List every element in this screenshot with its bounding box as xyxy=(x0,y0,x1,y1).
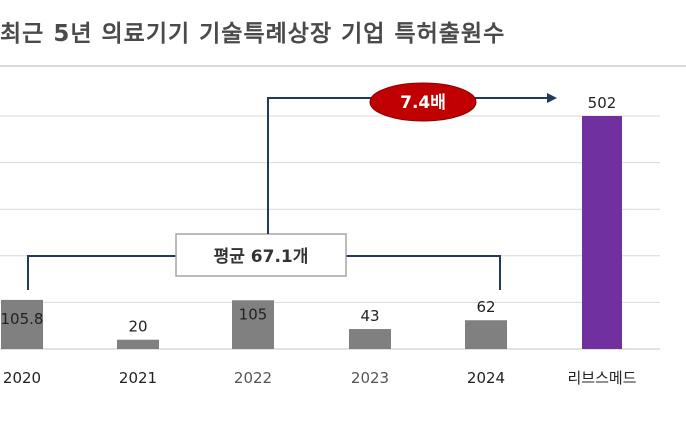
bar-2020 xyxy=(1,299,43,349)
category-label: 리브스메드 xyxy=(567,369,636,387)
bar-value-label: 43 xyxy=(360,307,379,325)
category-labels: 2020 2021 2022 2023 2024 리브스메드 xyxy=(3,369,637,387)
bar-value-label: 20 xyxy=(128,318,147,336)
average-label: 평균 67.1개 xyxy=(214,247,309,267)
bars xyxy=(1,116,622,349)
category-label: 2021 xyxy=(119,369,157,387)
category-label: 2022 xyxy=(234,369,272,387)
bar-리브스메드 xyxy=(582,116,622,349)
average-label-box xyxy=(175,233,347,277)
ratio-label: 7.4배 xyxy=(400,93,446,113)
category-label: 2024 xyxy=(467,369,505,387)
bar-value-labels: 105.8 20 105 43 62 502 xyxy=(1,94,617,336)
category-label: 2023 xyxy=(351,369,389,387)
bar-2023 xyxy=(349,329,391,349)
bar-2021 xyxy=(117,339,159,349)
title-divider xyxy=(0,65,686,67)
ratio-badge xyxy=(369,82,477,122)
category-label: 2020 xyxy=(3,369,41,387)
bar-2022 xyxy=(232,300,274,349)
gridlines xyxy=(0,115,660,350)
bar-2024 xyxy=(465,320,507,349)
bar-value-label: 502 xyxy=(588,94,617,112)
bar-value-label: 105.8 xyxy=(1,310,44,328)
chart-title: 최근 5년 의료기기 기술특례상장 기업 특허출원수 xyxy=(0,21,506,47)
bar-value-label: 105 xyxy=(239,305,268,323)
bar-value-label: 62 xyxy=(476,298,495,316)
